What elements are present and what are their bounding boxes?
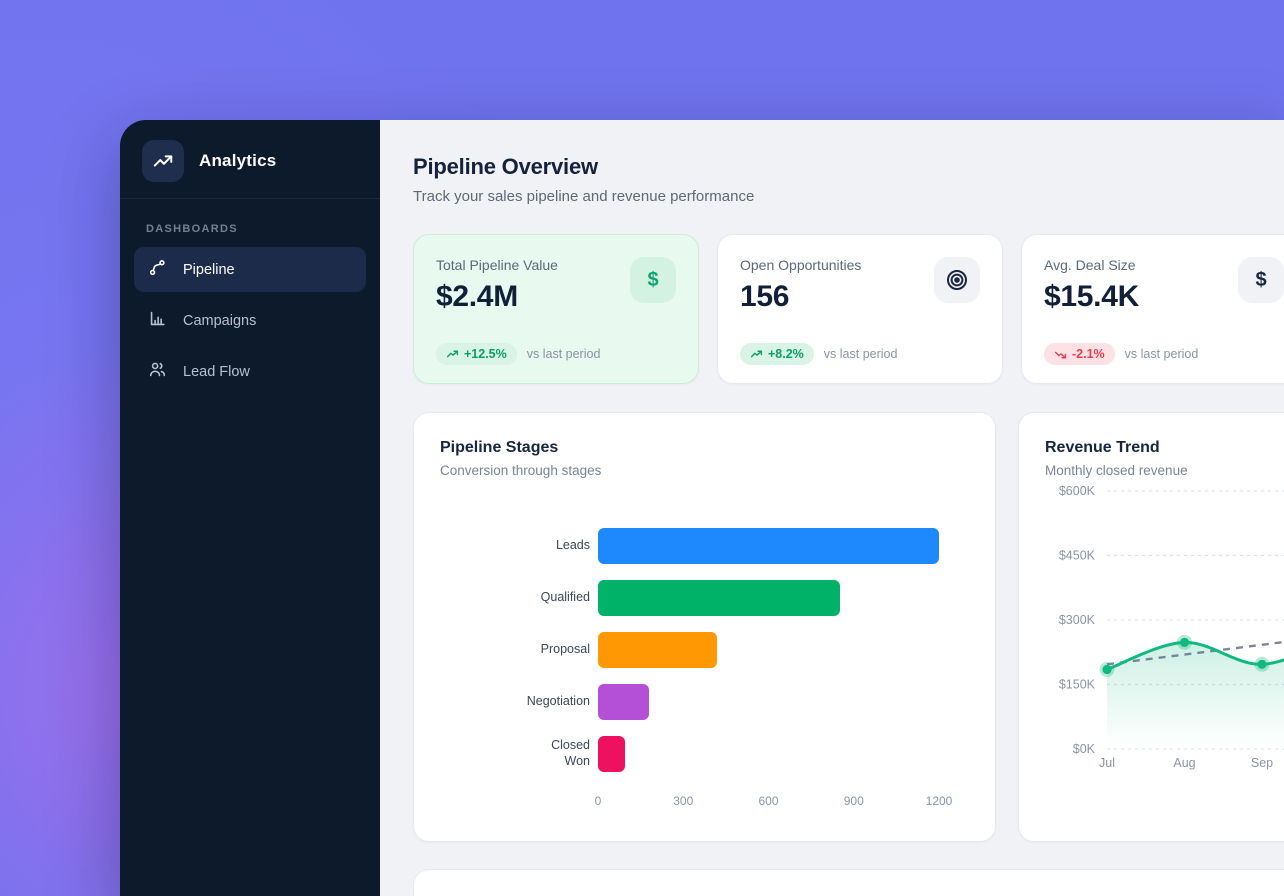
- target-icon: [934, 257, 980, 303]
- kpi-label: Open Opportunities: [740, 257, 862, 273]
- y-tick-label: $600K: [1059, 484, 1096, 498]
- x-tick-label: 300: [673, 794, 694, 808]
- x-tick-label: Jul: [1099, 756, 1115, 770]
- line-point[interactable]: [1257, 659, 1267, 669]
- chart-subtitle: Monthly closed revenue: [1045, 463, 1188, 478]
- sidebar-item-campaigns[interactable]: Campaigns: [134, 298, 366, 343]
- trending-up-icon: [142, 140, 184, 182]
- kpi-note: vs last period: [526, 347, 601, 361]
- funnel-category-label: Negotiation: [526, 694, 590, 709]
- revenue-trend-card: Revenue Trend Monthly closed revenue $0K…: [1018, 412, 1284, 842]
- funnel-category-label: Proposal: [540, 642, 590, 657]
- y-tick-label: $450K: [1059, 549, 1096, 563]
- x-tick-label: Aug: [1173, 756, 1195, 770]
- y-tick-label: $150K: [1059, 678, 1096, 692]
- dollar-icon: $: [630, 257, 676, 303]
- app-logo: Analytics: [134, 138, 366, 198]
- kpi-note: vs last period: [823, 347, 898, 361]
- trend-up-icon: [750, 350, 763, 357]
- funnel-category-label: Leads: [555, 538, 590, 553]
- kpi-card-avg-deal-size: Avg. Deal Size $15.4K $ -2.1% vs last pe…: [1021, 234, 1284, 384]
- revenue-trend-chart: $0K $150K $300K $450K $600K Jul Aug Sep: [1059, 484, 1284, 770]
- trend-up-icon: [446, 350, 459, 357]
- sidebar-item-label: Lead Flow: [183, 363, 250, 380]
- chart-title: Pipeline Stages: [440, 439, 559, 456]
- line-point[interactable]: [1102, 664, 1112, 675]
- funnel-row: Proposal: [440, 624, 969, 676]
- sidebar-section-label: DASHBOARDS: [146, 223, 238, 235]
- funnel-bar-leads[interactable]: [598, 528, 939, 564]
- x-tick-label: Sep: [1251, 756, 1273, 770]
- app-name: Analytics: [199, 151, 277, 170]
- kpi-delta-badge: +8.2%: [740, 343, 814, 365]
- funnel-row: Qualified: [440, 572, 969, 624]
- kpi-delta-badge: -2.1%: [1044, 343, 1115, 365]
- pipeline-stages-card: Pipeline Stages Conversion through stage…: [413, 412, 996, 842]
- bottom-panel: [413, 869, 1284, 896]
- route-icon: [148, 258, 167, 281]
- funnel-bar-closed-won[interactable]: [598, 736, 625, 772]
- x-tick-label: 0: [594, 794, 602, 808]
- chart-title: Revenue Trend: [1045, 439, 1160, 456]
- sidebar: Analytics DASHBOARDS Pipeline: [120, 120, 380, 896]
- sidebar-item-pipeline[interactable]: Pipeline: [134, 247, 366, 292]
- chart-subtitle: Conversion through stages: [440, 463, 602, 478]
- page-title: Pipeline Overview: [413, 154, 598, 179]
- bar-chart-icon: [148, 309, 167, 332]
- dollar-icon: $: [1238, 257, 1284, 303]
- x-tick-label: 1200: [925, 794, 953, 808]
- line-point[interactable]: [1179, 637, 1190, 647]
- kpi-value: $15.4K: [1044, 280, 1139, 313]
- sidebar-item-lead-flow[interactable]: Lead Flow: [134, 349, 366, 394]
- kpi-value: 156: [740, 280, 790, 313]
- x-tick-label: 900: [843, 794, 864, 808]
- charts-row: Pipeline Stages Conversion through stage…: [413, 412, 1284, 842]
- sidebar-divider: [120, 198, 380, 199]
- users-icon: [148, 360, 167, 383]
- kpi-label: Avg. Deal Size: [1044, 257, 1136, 273]
- funnel-category-label: Closed Won: [551, 738, 590, 768]
- x-tick-label: 600: [758, 794, 779, 808]
- funnel-x-axis: 0 300 600 900 1200: [440, 794, 969, 812]
- trend-down-icon: [1054, 351, 1067, 358]
- funnel-category-label: Qualified: [540, 590, 590, 605]
- kpi-card-open-opportunities: Open Opportunities 156 +8.2% vs last per…: [717, 234, 1003, 384]
- kpi-delta-badge: +12.5%: [436, 343, 517, 365]
- kpi-value: $2.4M: [436, 280, 518, 313]
- y-tick-label: $0K: [1073, 742, 1096, 756]
- sidebar-item-label: Campaigns: [183, 312, 257, 329]
- pipeline-stages-chart: Leads Qualified Proposal Negotiation Closed …: [440, 520, 969, 812]
- kpi-card-total-pipeline-value: Total Pipeline Value $2.4M $ +12.5% vs l…: [413, 234, 699, 384]
- funnel-row: Negotiation: [440, 676, 969, 728]
- funnel-row: Leads: [440, 520, 969, 572]
- kpi-row: Total Pipeline Value $2.4M $ +12.5% vs l…: [413, 234, 1284, 384]
- funnel-bar-proposal[interactable]: [598, 632, 718, 668]
- funnel-bar-negotiation[interactable]: [598, 684, 650, 720]
- app-window: Analytics DASHBOARDS Pipeline: [120, 120, 1284, 896]
- y-tick-label: $300K: [1059, 613, 1096, 627]
- page-subtitle: Track your sales pipeline and revenue pe…: [413, 188, 755, 205]
- funnel-bar-qualified[interactable]: [598, 580, 840, 616]
- kpi-note: vs last period: [1124, 347, 1199, 361]
- kpi-label: Total Pipeline Value: [436, 257, 558, 273]
- funnel-row: Closed Won: [440, 728, 969, 780]
- main-content: Pipeline Overview Track your sales pipel…: [380, 120, 1284, 896]
- sidebar-item-label: Pipeline: [183, 261, 235, 278]
